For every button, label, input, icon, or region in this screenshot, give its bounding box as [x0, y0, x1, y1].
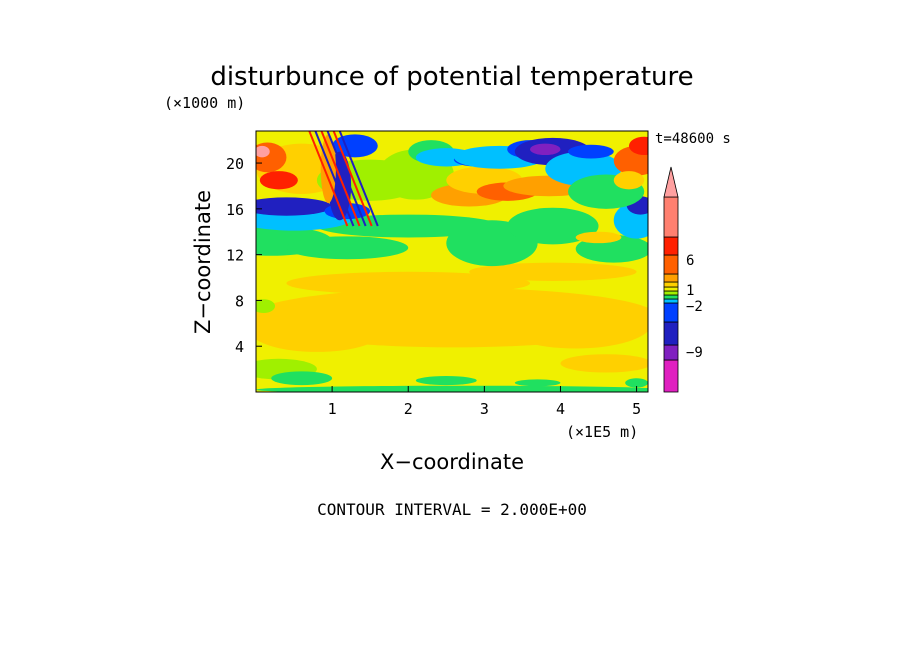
chart-title: disturbunce of potential temperature [210, 62, 693, 92]
field-region [514, 379, 561, 387]
field-region [628, 136, 648, 156]
colorbar-swatch [663, 196, 679, 238]
colorbar-swatch [663, 298, 679, 304]
colorbar-label: −9 [686, 345, 703, 361]
colorbar-swatch [663, 290, 679, 296]
field-region [530, 143, 561, 156]
wave-streak [320, 131, 361, 227]
x-axis-label: X−coordinate [380, 450, 524, 474]
field-region [507, 207, 599, 245]
colorbar-swatch [663, 286, 679, 292]
contour-interval-label: CONTOUR INTERVAL = 2.000E+00 [317, 500, 587, 519]
x-tick-label: 1 [328, 400, 337, 418]
y-axis-ticks: 4 8 12 16 20 [226, 155, 262, 356]
field-region [256, 197, 333, 216]
colorbar-label: −2 [686, 299, 703, 315]
wave-streak [332, 131, 373, 227]
colorbar-swatch [663, 359, 679, 393]
wave-streak [314, 131, 355, 227]
colorbar-swatch [663, 302, 679, 323]
y-tick-label: 8 [235, 292, 244, 310]
x-tick-label: 4 [556, 400, 565, 418]
y-axis-label: Z−coordinate [191, 190, 215, 334]
field-region [613, 171, 645, 190]
field-region [469, 262, 637, 281]
colorbar-swatch [663, 294, 679, 300]
x-tick-label: 3 [480, 400, 489, 418]
colorbar-extend-arrow [663, 166, 679, 198]
field-region [568, 144, 614, 159]
wave-streak [326, 131, 367, 227]
field-region [415, 375, 477, 386]
field-region [370, 355, 477, 372]
colorbar-swatch [663, 281, 679, 288]
field-region [256, 145, 270, 158]
field-region [560, 354, 648, 373]
wave-streak [338, 131, 379, 227]
field-region [499, 298, 648, 349]
y-tick-label: 12 [226, 247, 244, 265]
field-region [256, 142, 287, 173]
field-region [271, 371, 333, 386]
field-region [256, 306, 386, 352]
y-tick-label: 4 [235, 338, 244, 356]
wave-streak [308, 131, 349, 227]
field-region [625, 378, 648, 388]
colorbar-label: 1 [686, 283, 694, 299]
field-region [286, 236, 409, 260]
colorbar-swatch [663, 344, 679, 361]
field-region [575, 231, 622, 244]
x-tick-label: 5 [632, 400, 641, 418]
colorbar-swatch [663, 321, 679, 346]
y-unit-label: (×1000 m) [164, 94, 245, 112]
colorbar-label: 6 [686, 253, 694, 269]
field-region [286, 271, 531, 295]
x-axis-ticks: 1 2 3 4 5 [328, 386, 641, 418]
temperature-field [256, 131, 648, 392]
field-region [259, 171, 298, 190]
colorbar: 6 1−2 −9 [663, 166, 703, 393]
x-tick-label: 2 [404, 400, 413, 418]
colorbar-swatch [663, 273, 679, 283]
y-tick-label: 20 [226, 155, 244, 173]
colorbar-swatch [663, 254, 679, 275]
colorbar-swatch [663, 236, 679, 256]
field-region [256, 299, 276, 314]
time-label: t=48600 s [655, 131, 731, 147]
y-tick-label: 16 [226, 201, 244, 219]
field-region [256, 385, 648, 392]
x-unit-label: (×1E5 m) [566, 423, 638, 441]
plot-frame [255, 130, 649, 393]
